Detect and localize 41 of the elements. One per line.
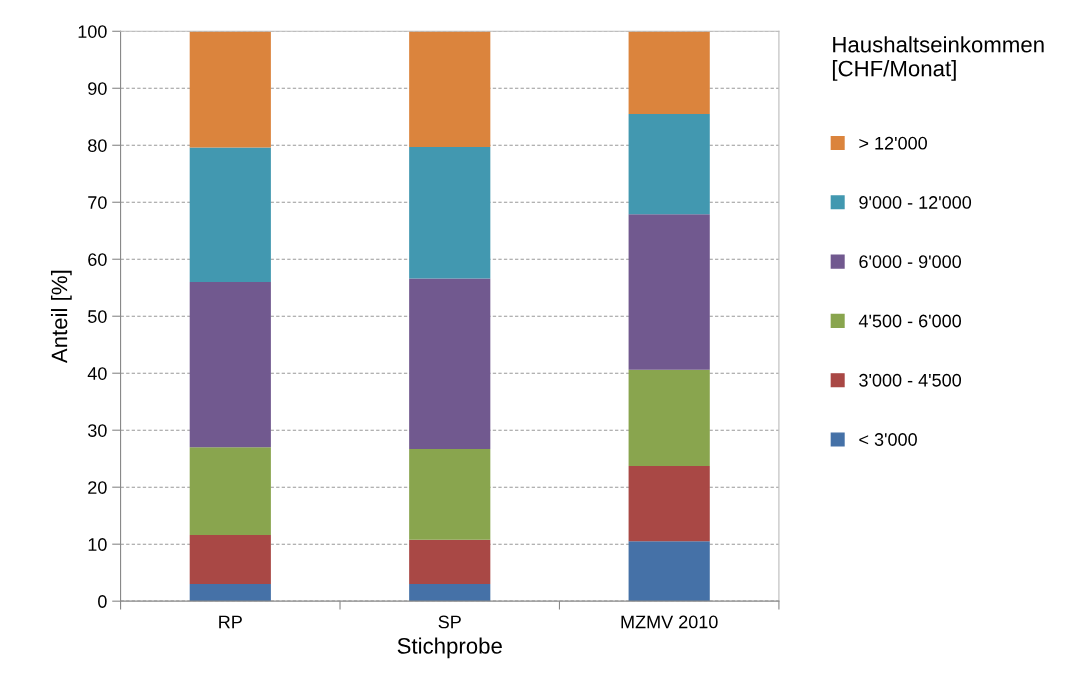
bar <box>409 278 491 450</box>
bar <box>628 214 710 370</box>
y-tick-label: 60 <box>88 253 107 266</box>
bar <box>409 146 491 279</box>
x-tick-label: SP <box>438 615 461 629</box>
bar <box>628 113 710 215</box>
legend-label: 9'000 - 12'000 <box>859 196 972 209</box>
y-tick-label: 20 <box>88 481 107 494</box>
y-tick-label: 0 <box>98 595 107 608</box>
bar <box>409 539 491 585</box>
bar <box>628 466 710 542</box>
bar <box>628 31 710 114</box>
legend-label: 6'000 - 9'000 <box>859 255 962 269</box>
bar <box>189 584 271 602</box>
legend-label: > 12'000 <box>859 136 927 150</box>
y-tick-label: 100 <box>78 25 107 38</box>
y-tick-label: 80 <box>88 139 107 152</box>
bar <box>189 447 271 536</box>
bar <box>189 147 271 283</box>
y-axis-title: Anteil [%] <box>50 270 72 364</box>
y-tick-label: 10 <box>88 538 107 551</box>
x-tick-label: RP <box>219 615 242 629</box>
bar <box>189 535 271 585</box>
y-tick-label: 40 <box>87 367 107 380</box>
bar <box>189 31 271 148</box>
bar <box>189 282 271 448</box>
bar <box>409 584 491 602</box>
x-axis-title: Stichprobe <box>397 637 502 659</box>
legend-label: < 3'000 <box>859 433 917 446</box>
legend-title: Haushaltseinkommen [CHF/Monat] <box>832 36 1044 81</box>
legend-label: 4'500 - 6'000 <box>858 314 962 328</box>
bar <box>628 369 710 467</box>
legend-label: 3'000 - 4'500 <box>859 373 962 387</box>
x-tick-label: MZMV 2010 <box>621 615 718 629</box>
y-tick-label: 70 <box>88 196 107 209</box>
y-tick-label: 50 <box>88 310 107 323</box>
bar <box>628 541 710 602</box>
y-tick-label: 30 <box>87 424 107 437</box>
bar <box>409 449 491 540</box>
bar <box>409 31 491 147</box>
y-tick-label: 90 <box>88 82 107 95</box>
